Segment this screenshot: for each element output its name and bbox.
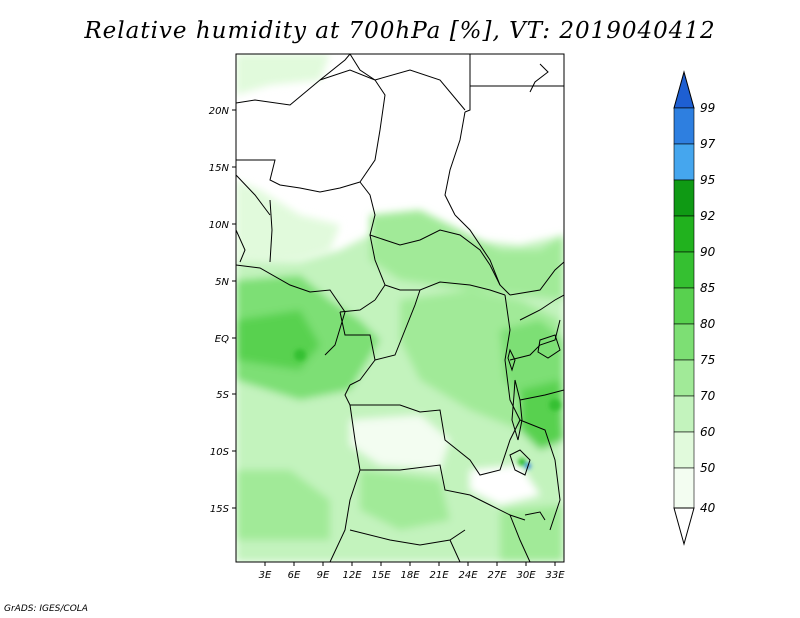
colorbar-label: 40 xyxy=(700,501,716,515)
colorbar-segment xyxy=(673,359,695,397)
colorbar-segment xyxy=(673,179,695,217)
lat-tick-label: 20N xyxy=(209,106,230,117)
colorbar-label: 70 xyxy=(700,389,716,403)
country-borders xyxy=(236,54,564,562)
lon-tick-label: 30E xyxy=(516,570,536,581)
lat-tick-label: 15S xyxy=(210,504,230,515)
colorbar-segment xyxy=(673,143,695,181)
lon-tick-label: 21E xyxy=(429,570,449,581)
lon-tick-label: 9E xyxy=(317,570,330,581)
colorbar-label: 75 xyxy=(700,353,715,367)
colorbar-top-arrow xyxy=(673,70,695,109)
lon-tick-label: 3E xyxy=(259,570,272,581)
map-frame xyxy=(235,53,565,563)
colorbar-label: 90 xyxy=(700,245,716,259)
colorbar-label: 95 xyxy=(700,173,715,187)
colorbar: 99 97 95 92 90 85 80 75 70 60 50 40 xyxy=(673,70,716,546)
lat-tick-label: 10S xyxy=(210,447,230,458)
colorbar-segment xyxy=(673,395,695,433)
lat-tick-label: EQ xyxy=(215,334,229,345)
colorbar-segment xyxy=(673,107,695,145)
lat-tick-label: 5N xyxy=(215,277,229,288)
lat-axis: 20N 15N 10N 5N EQ 5S 10S 15S xyxy=(209,106,236,515)
colorbar-bottom-arrow xyxy=(673,507,695,546)
colorbar-segment xyxy=(673,431,695,469)
colorbar-segment xyxy=(673,323,695,361)
colorbar-label: 80 xyxy=(700,317,716,331)
map-title: Relative humidity at 700hPa [%], VT: 201… xyxy=(84,18,716,44)
lon-tick-label: 24E xyxy=(458,570,478,581)
lon-tick-label: 27E xyxy=(487,570,507,581)
lat-tick-label: 10N xyxy=(209,220,230,231)
colorbar-segment xyxy=(673,215,695,253)
lat-tick-label: 5S xyxy=(216,390,229,401)
colorbar-label: 92 xyxy=(700,209,715,223)
humidity-field xyxy=(236,54,564,562)
colorbar-label: 99 xyxy=(700,101,715,115)
colorbar-label: 85 xyxy=(700,281,715,295)
lon-tick-label: 18E xyxy=(400,570,420,581)
colorbar-label: 97 xyxy=(700,137,716,151)
lon-tick-label: 15E xyxy=(371,570,391,581)
grads-credit: GrADS: IGES/COLA xyxy=(4,604,88,614)
lat-tick-label: 15N xyxy=(209,163,230,174)
colorbar-segment xyxy=(673,467,695,509)
colorbar-label: 60 xyxy=(700,425,716,439)
colorbar-label: 50 xyxy=(700,461,716,475)
colorbar-segment xyxy=(673,287,695,325)
lon-tick-label: 12E xyxy=(342,570,362,581)
colorbar-segment xyxy=(673,251,695,289)
lon-axis: 3E 6E 9E 12E 15E 18E 21E 24E 27E 30E 33E xyxy=(259,562,565,581)
lon-tick-label: 33E xyxy=(545,570,565,581)
lon-tick-label: 6E xyxy=(288,570,301,581)
